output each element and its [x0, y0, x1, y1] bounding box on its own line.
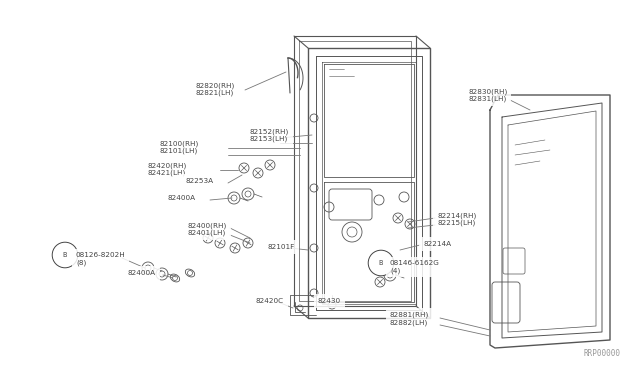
- FancyBboxPatch shape: [492, 282, 520, 323]
- Text: 82820(RH)
82821(LH): 82820(RH) 82821(LH): [196, 82, 236, 96]
- Text: RRP00000: RRP00000: [583, 349, 620, 358]
- Text: 82152(RH)
82153(LH): 82152(RH) 82153(LH): [250, 128, 289, 142]
- Text: 82101F: 82101F: [268, 244, 295, 250]
- Text: 82420(RH)
82421(LH): 82420(RH) 82421(LH): [148, 162, 188, 176]
- Text: 82881(RH)
82882(LH): 82881(RH) 82882(LH): [390, 312, 429, 326]
- Text: 08126-8202H
(8): 08126-8202H (8): [76, 252, 125, 266]
- Text: 82100(RH)
82101(LH): 82100(RH) 82101(LH): [160, 140, 199, 154]
- Text: 08146-6162G
(4): 08146-6162G (4): [390, 260, 440, 273]
- Text: 82420C: 82420C: [256, 298, 284, 304]
- Text: 82400A: 82400A: [128, 270, 156, 276]
- Text: 82253A: 82253A: [185, 178, 213, 184]
- FancyBboxPatch shape: [503, 248, 525, 274]
- Text: 82214A: 82214A: [423, 241, 451, 247]
- Text: B: B: [379, 260, 383, 266]
- Text: 82830(RH)
82831(LH): 82830(RH) 82831(LH): [468, 88, 508, 102]
- Text: 82400(RH)
82401(LH): 82400(RH) 82401(LH): [188, 222, 227, 236]
- Text: B: B: [63, 252, 67, 258]
- Text: 82400A: 82400A: [168, 195, 196, 201]
- Text: 82214(RH)
82215(LH): 82214(RH) 82215(LH): [437, 212, 476, 226]
- Text: 82430: 82430: [318, 298, 341, 304]
